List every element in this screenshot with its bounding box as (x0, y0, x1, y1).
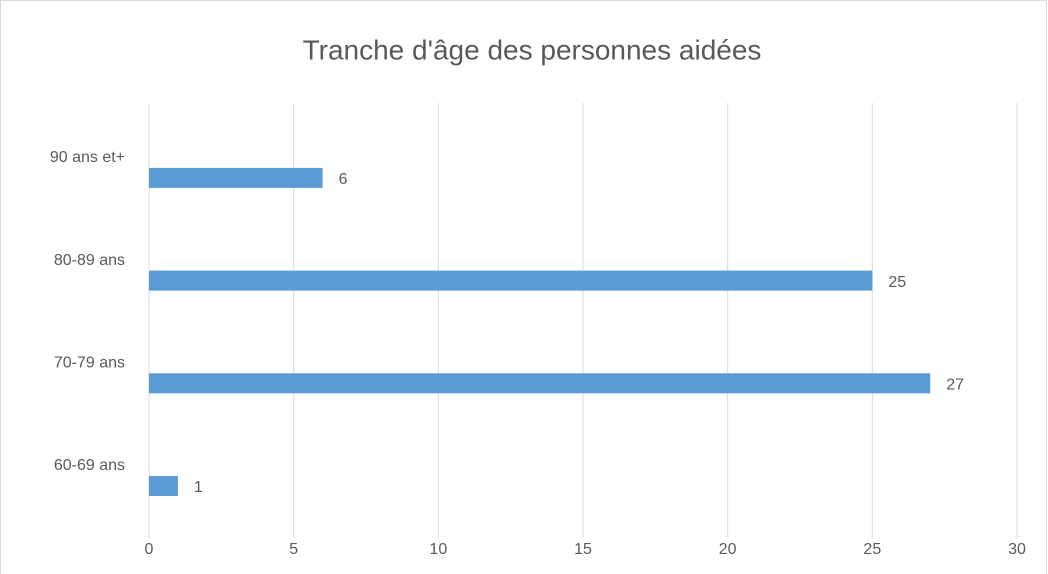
x-tick-label: 25 (863, 541, 881, 558)
x-tick-label: 30 (1008, 541, 1026, 558)
x-tick-label: 5 (289, 541, 298, 558)
x-tick-label: 10 (429, 541, 447, 558)
y-tick-label: 80-89 ans (54, 252, 125, 269)
data-label: 6 (339, 171, 348, 188)
bar (149, 476, 178, 496)
x-tick-label: 0 (145, 541, 154, 558)
data-label: 27 (946, 377, 964, 394)
bar (149, 167, 323, 188)
data-label: 1 (194, 479, 203, 496)
y-tick-label: 90 ans et+ (50, 149, 125, 166)
x-tick-label: 20 (719, 541, 737, 558)
bar (149, 270, 873, 291)
data-label: 25 (888, 274, 906, 291)
chart-title: Tranche d'âge des personnes aidées (303, 34, 762, 65)
y-tick-label: 60-69 ans (54, 457, 125, 474)
y-tick-label: 70-79 ans (54, 355, 125, 372)
x-tick-label: 15 (574, 541, 592, 558)
bar (149, 373, 931, 394)
